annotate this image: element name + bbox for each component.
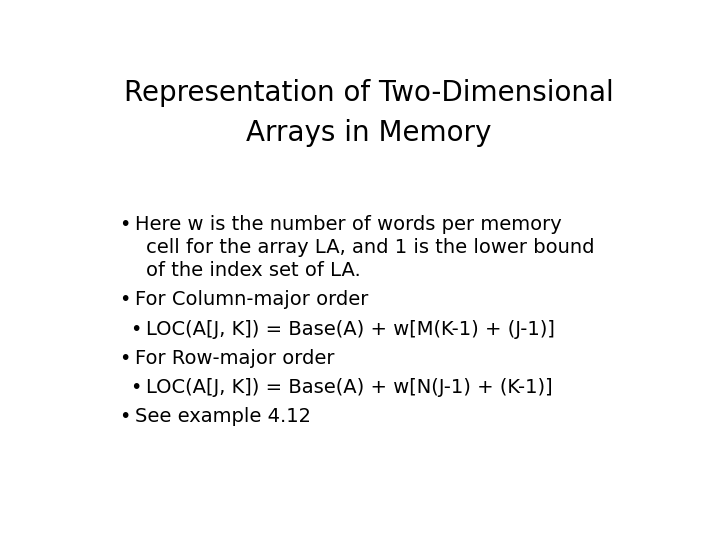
Text: •: • [120,349,131,368]
Text: Representation of Two-Dimensional: Representation of Two-Dimensional [124,79,614,107]
Text: •: • [120,291,131,309]
Text: LOC(A[J, K]) = Base(A) + w[N(J-1) + (K-1)]: LOC(A[J, K]) = Base(A) + w[N(J-1) + (K-1… [145,378,552,397]
Text: For Column-major order: For Column-major order [135,291,369,309]
Text: See example 4.12: See example 4.12 [135,408,311,427]
Text: •: • [120,215,131,234]
Text: For Row-major order: For Row-major order [135,349,335,368]
Text: cell for the array LA, and 1 is the lower bound: cell for the array LA, and 1 is the lowe… [145,238,594,257]
Text: of the index set of LA.: of the index set of LA. [145,261,361,280]
Text: •: • [130,320,142,339]
Text: Here w is the number of words per memory: Here w is the number of words per memory [135,215,562,234]
Text: Arrays in Memory: Arrays in Memory [246,119,492,147]
Text: •: • [130,378,142,397]
Text: •: • [120,408,131,427]
Text: LOC(A[J, K]) = Base(A) + w[M(K-1) + (J-1)]: LOC(A[J, K]) = Base(A) + w[M(K-1) + (J-1… [145,320,554,339]
